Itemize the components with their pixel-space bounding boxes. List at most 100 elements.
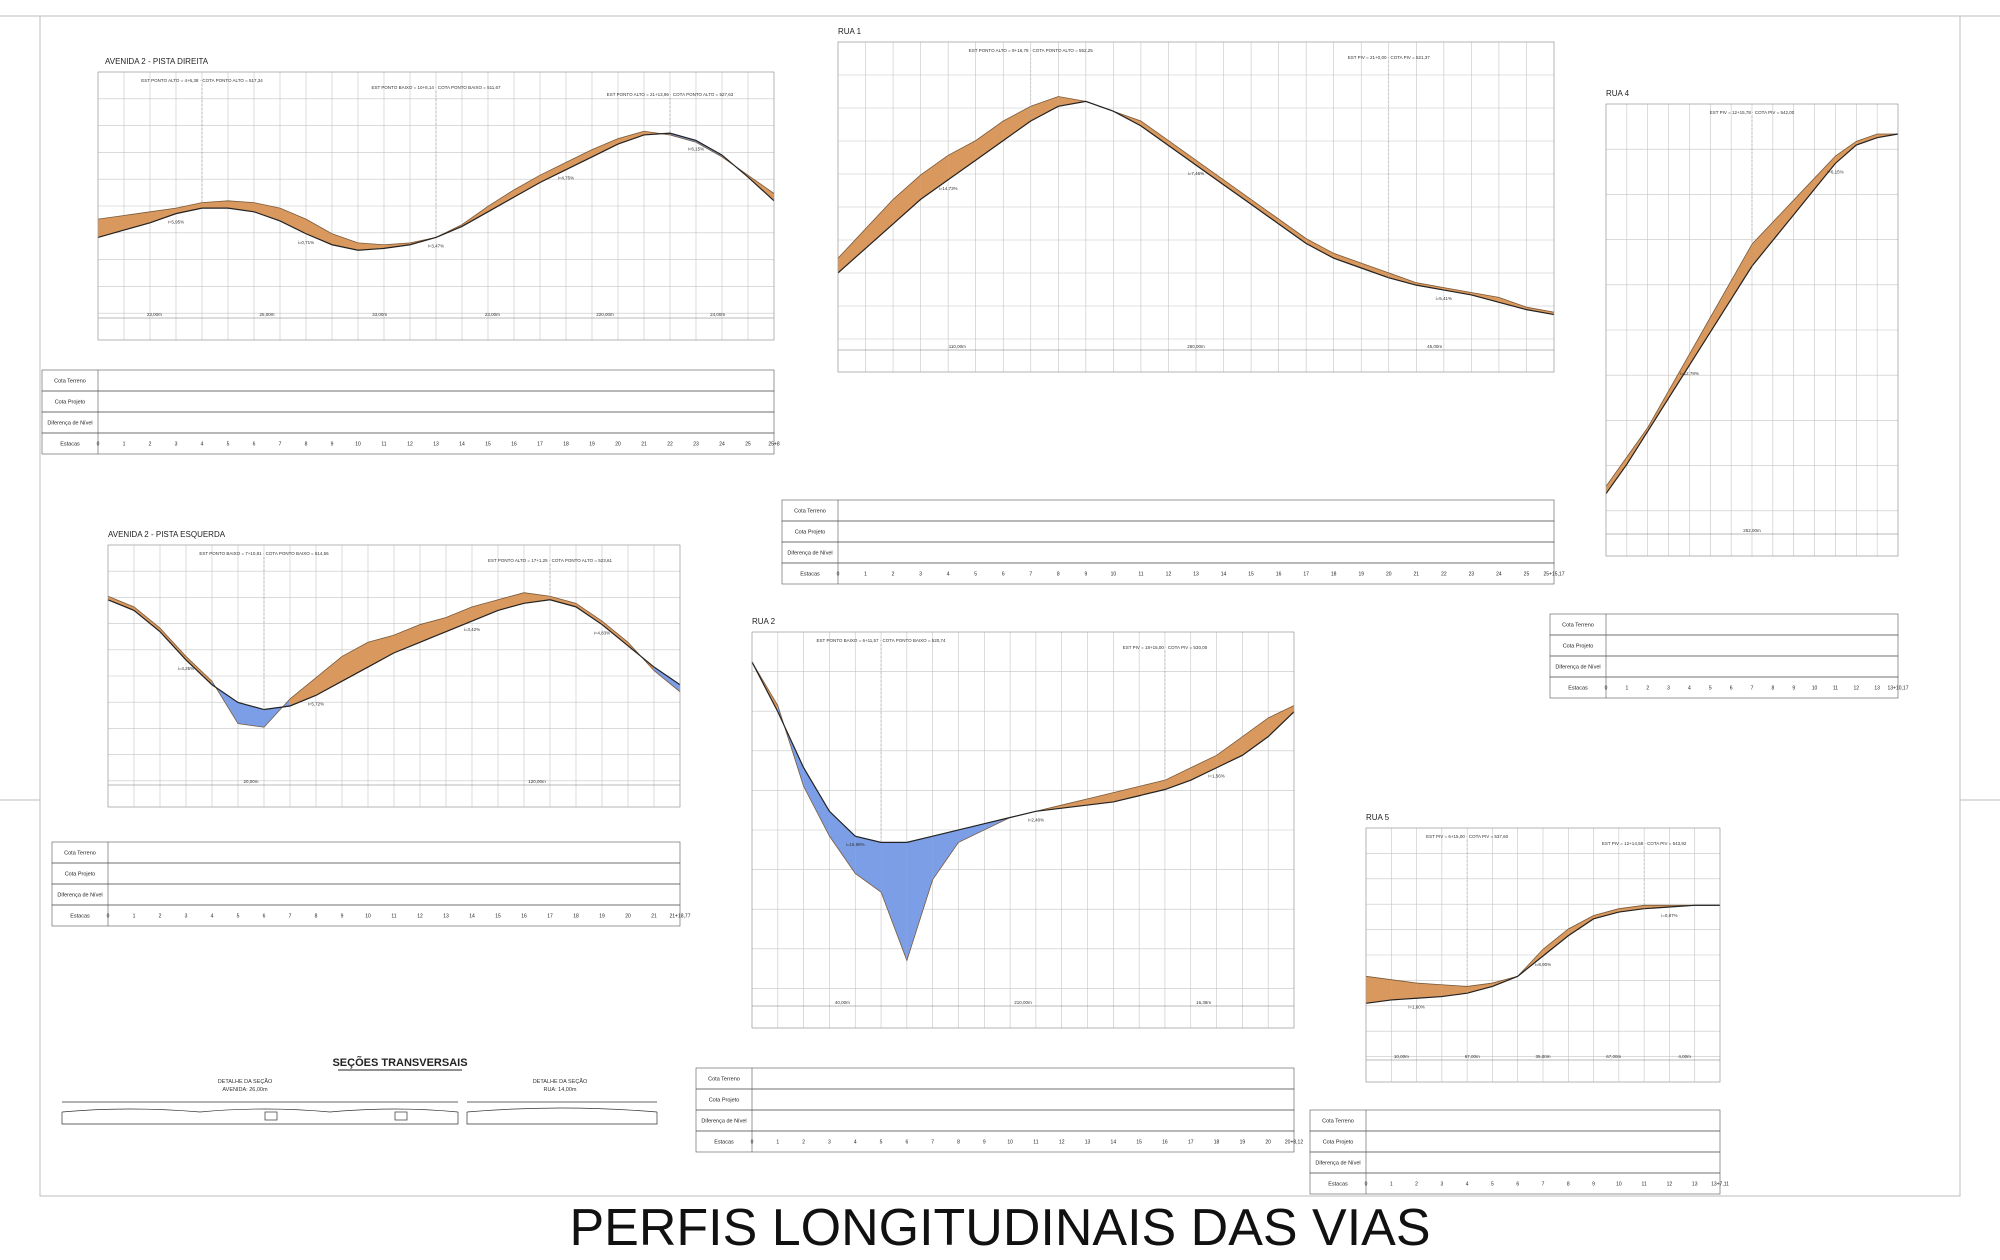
cut-area xyxy=(618,131,644,145)
station-label: 0 xyxy=(1605,686,1608,692)
profile-plot: i=1,60% i=8,90% i=0,87% EST PIV = 6+15,00 ·… xyxy=(1365,827,1721,1083)
station-label: 9 xyxy=(331,442,334,448)
station-label: 2 xyxy=(892,572,895,578)
station-label: 20+8,12 xyxy=(1285,1140,1303,1146)
grade-label: i=0,71% xyxy=(298,240,314,245)
profile-table: Cota Terreno Cota Projeto Diferença de Nív… xyxy=(1549,613,1909,699)
station-label: 6 xyxy=(905,1140,908,1146)
grade-label: i=8,90% xyxy=(1535,962,1551,967)
cut-area xyxy=(1242,717,1269,756)
fill-area xyxy=(855,836,882,893)
profile-plot: i=16,98% i=2,40% i=1,56% EST PONTO BAIXO = … xyxy=(751,631,1295,1029)
station-label: 13 xyxy=(443,914,449,920)
profile-rua5: RUA 5 i=1,60% i=8,90% i=0,87% EST PIV = 6+1… xyxy=(1309,813,1729,1195)
station-label: 23 xyxy=(693,442,699,448)
station-label: 15 xyxy=(495,914,501,920)
station-label: 6 xyxy=(253,442,256,448)
profile-table: Cota Terreno Cota Projeto Diferença de Nív… xyxy=(695,1067,1303,1153)
profile-plot: i=4,25% i=5,72% i=3,42% i=4,83% EST PONTO BA… xyxy=(107,544,681,808)
station-label: 1 xyxy=(133,914,136,920)
table-row xyxy=(1309,1109,1721,1132)
table-row xyxy=(1549,676,1899,699)
profile-rua1: RUA 1 i=14,73% i=7,46% i=5,41% EST PONTO AL… xyxy=(781,27,1565,585)
station-label: 3 xyxy=(175,442,178,448)
station-label: 19 xyxy=(599,914,605,920)
cut-area xyxy=(368,635,394,668)
profile-avenida2-esquerda: AVENIDA 2 - PISTA ESQUERDA i=4,25% i=5,72… xyxy=(51,530,691,927)
cut-area xyxy=(1526,307,1554,315)
table-row-label: Diferença de Nível xyxy=(57,893,102,899)
station-label: 13 xyxy=(1085,1140,1091,1146)
table-row-label: Diferença de Nível xyxy=(1315,1161,1360,1167)
station-label: 21 xyxy=(651,914,657,920)
station-label: 11 xyxy=(1138,572,1143,578)
cut-area xyxy=(316,656,342,696)
station-label: 2 xyxy=(802,1140,805,1146)
station-label: 15 xyxy=(485,442,491,448)
table-row-label: Cota Projeto xyxy=(1323,1140,1354,1146)
station-label: 18 xyxy=(1214,1140,1220,1146)
grade-label: i=12,78% xyxy=(1680,371,1699,376)
sheet-title: PERFIS LONGITUDINAIS DAS VIAS xyxy=(569,1199,1430,1257)
cut-area xyxy=(124,211,150,231)
vertical-curve-note: EST PONTO BAIXO = 10+8,14 · COTA PONTO B… xyxy=(371,85,501,90)
profile-table: Cota Terreno Cota Projeto Diferença de Nív… xyxy=(1309,1109,1729,1195)
profile-table: Cota Terreno Cota Projeto Diferença de Nív… xyxy=(51,841,691,927)
station-label: 1 xyxy=(864,572,867,578)
cut-area xyxy=(1251,199,1279,224)
station-label: 9 xyxy=(341,914,344,920)
grade-label: i=1,56% xyxy=(1208,774,1224,779)
station-label: 19 xyxy=(1240,1140,1246,1146)
profile-title: RUA 2 xyxy=(752,617,776,626)
station-label: 6 xyxy=(1516,1182,1519,1188)
station-label: 4 xyxy=(1466,1182,1469,1188)
table-row-label: Diferença de Nível xyxy=(1555,665,1600,671)
cut-area xyxy=(254,202,280,221)
station-label: 4 xyxy=(211,914,214,920)
station-label: 14 xyxy=(459,442,465,448)
station-label: 12 xyxy=(407,442,413,448)
station-label: 14 xyxy=(469,914,475,920)
cut-area xyxy=(865,199,894,249)
station-label: 16 xyxy=(1162,1140,1168,1146)
grade-label: i=7,46% xyxy=(1188,171,1204,176)
grade-label: i=4,75% xyxy=(558,176,574,181)
vertical-curve-note: EST PONTO BAIXO = 6+11,57 · COTA PONTO B… xyxy=(817,638,947,643)
table-row xyxy=(41,411,775,434)
station-label: 18 xyxy=(1331,572,1337,578)
station-label: 7 xyxy=(1029,572,1032,578)
vertical-curve-note: EST PIV = 12+15,78 · COTA PIV = 542,00 xyxy=(1710,110,1795,115)
table-row-label: Estacas xyxy=(714,1140,734,1146)
grade-label: i=4,25% xyxy=(178,666,194,671)
station-label: 21 xyxy=(1414,572,1420,578)
cut-area xyxy=(280,208,306,234)
fill-area xyxy=(829,811,856,874)
plot-frame xyxy=(837,41,1555,373)
station-label: 8 xyxy=(315,914,318,920)
table-row xyxy=(695,1109,1295,1132)
dimension-span-label: 20,00m xyxy=(243,779,258,784)
cut-area xyxy=(1139,780,1165,796)
station-label: 4 xyxy=(947,572,950,578)
cut-area xyxy=(1306,238,1334,259)
station-label: 10 xyxy=(1812,686,1818,692)
station-label: 14 xyxy=(1111,1140,1117,1146)
cross-sections: SEÇÕES TRANSVERSAIS DETALHE DA SEÇÃO AVE… xyxy=(61,1056,658,1125)
profile-title: AVENIDA 2 - PISTA ESQUERDA xyxy=(108,530,226,539)
cut-area xyxy=(342,642,368,682)
station-label: 20 xyxy=(1265,1140,1271,1146)
station-label: 11 xyxy=(381,442,386,448)
grade-label: i=1,60% xyxy=(1408,1004,1424,1009)
cut-area xyxy=(108,596,134,611)
cut-area xyxy=(1568,915,1594,936)
cut-area xyxy=(602,621,628,646)
station-label: 6 xyxy=(1002,572,1005,578)
station-label: 9 xyxy=(983,1140,986,1146)
table-row-label: Diferença de Nível xyxy=(47,421,92,427)
cut-area xyxy=(290,677,316,706)
cut-area xyxy=(186,656,212,685)
cut-area xyxy=(1003,106,1031,141)
station-label: 6 xyxy=(1730,686,1733,692)
table-row-label: Cota Projeto xyxy=(1563,644,1594,650)
cut-area xyxy=(446,606,472,632)
